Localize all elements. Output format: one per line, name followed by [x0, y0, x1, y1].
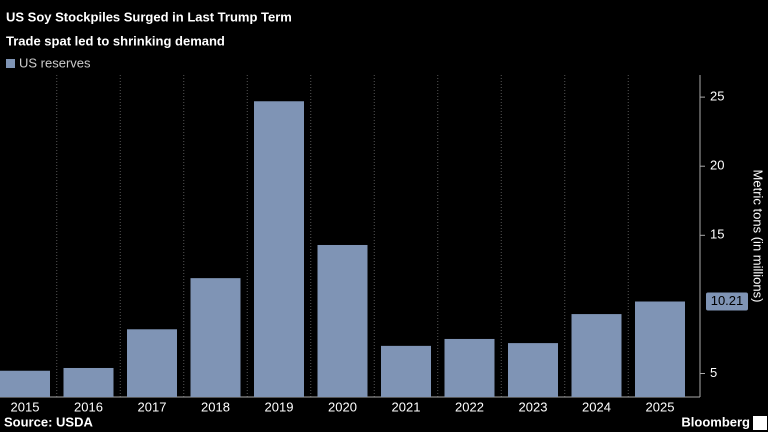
x-tick-label: 2022	[455, 399, 484, 414]
bar	[254, 101, 304, 397]
x-tick-label: 2015	[11, 399, 40, 414]
bar	[444, 338, 495, 397]
chart-title: US Soy Stockpiles Surged in Last Trump T…	[6, 9, 292, 24]
x-tick-label: 2019	[265, 399, 294, 414]
legend-label: US reserves	[19, 55, 91, 70]
value-label: 10.21	[711, 293, 744, 308]
brand-icon	[753, 416, 767, 430]
chart-subtitle: Trade spat led to shrinking demand	[6, 33, 225, 48]
y-tick-label: 15	[710, 227, 724, 242]
bar	[317, 244, 368, 397]
bar	[0, 370, 50, 397]
bar	[127, 329, 177, 397]
bar	[508, 343, 558, 397]
y-axis-label: Metric tons (in millions)	[751, 170, 766, 303]
bar	[571, 314, 622, 397]
x-tick-label: 2020	[328, 399, 357, 414]
x-tick-label: 2016	[74, 399, 103, 414]
x-tick-label: 2017	[138, 399, 167, 414]
brand: Bloomberg	[681, 414, 750, 429]
x-tick-label: 2018	[201, 399, 230, 414]
bar	[63, 367, 114, 397]
y-tick-label: 5	[710, 365, 717, 380]
x-tick-label: 2023	[519, 399, 548, 414]
x-tick-label: 2024	[582, 399, 611, 414]
value-label-box	[706, 292, 748, 311]
source: Source: USDA	[4, 414, 93, 429]
x-tick-label: 2025	[646, 399, 675, 414]
y-tick-label: 25	[710, 89, 724, 104]
bar	[635, 301, 685, 397]
bar	[381, 345, 431, 397]
y-tick-label: 20	[710, 158, 724, 173]
x-tick-label: 2021	[392, 399, 421, 414]
legend-swatch	[6, 59, 15, 68]
bar	[190, 278, 241, 397]
